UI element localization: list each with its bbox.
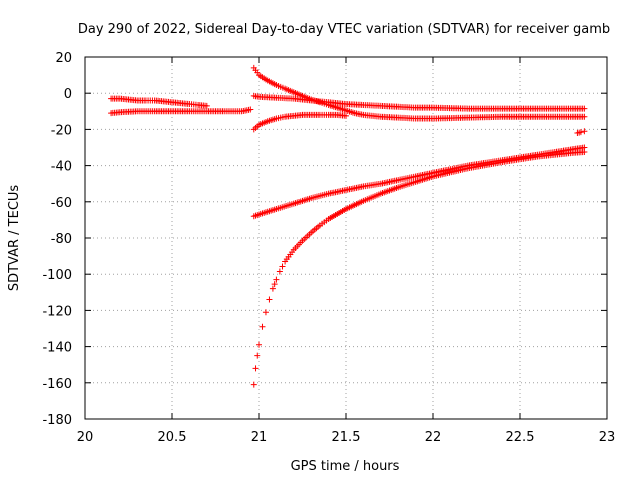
data-point <box>262 309 269 316</box>
x-tick-label: 20 <box>77 430 94 445</box>
x-tick-label: 22.5 <box>506 430 535 445</box>
x-tick-label: 20.5 <box>158 430 187 445</box>
y-tick-label: -160 <box>42 377 72 392</box>
data-point <box>279 263 286 270</box>
series-early-lower <box>108 106 254 117</box>
y-tick-label: -120 <box>42 304 72 319</box>
data-point <box>252 365 259 372</box>
series-steep-recovery <box>250 149 588 388</box>
data-point <box>581 149 588 156</box>
y-axis-label: SDTVAR / TECUs <box>7 185 22 292</box>
series-rising-from-minus-20 <box>250 111 349 133</box>
y-tick-label: -100 <box>42 268 72 283</box>
y-tick-label: -140 <box>42 341 72 356</box>
y-tick-label: -20 <box>51 123 72 138</box>
data-point <box>250 381 257 388</box>
data-point <box>269 285 276 292</box>
data-point <box>343 112 349 119</box>
data-point <box>271 281 278 288</box>
y-tick-label: 0 <box>64 87 72 102</box>
x-tick-label: 23 <box>599 430 616 445</box>
data-point <box>259 323 266 330</box>
series-descending-from-top <box>250 64 588 122</box>
data-point <box>581 113 588 120</box>
data-point <box>276 268 283 275</box>
x-tick-label: 22 <box>425 430 442 445</box>
series-flat-near-zero <box>250 92 588 112</box>
data-point <box>256 341 262 348</box>
series-end-cluster <box>574 128 588 137</box>
data-point <box>247 106 254 113</box>
data-point <box>577 129 584 136</box>
y-tick-label: -80 <box>51 232 72 247</box>
data-marks <box>108 64 588 388</box>
data-point <box>581 105 588 112</box>
axis-ticks: 20 20.5 21 21.5 22 22.5 23 20 0 -20 -40 -60 -80 -100 -… <box>42 51 615 445</box>
data-point <box>266 296 273 303</box>
data-point <box>273 276 280 283</box>
x-tick-label: 21 <box>251 430 268 445</box>
x-axis-label: GPS time / hours <box>291 459 400 474</box>
chart-title: Day 290 of 2022, Sidereal Day-to-day VTE… <box>78 22 610 37</box>
data-point <box>254 352 261 359</box>
y-tick-label: -60 <box>51 196 72 211</box>
y-tick-label: -180 <box>42 413 72 428</box>
y-tick-label: 20 <box>55 51 72 66</box>
data-point <box>203 102 210 109</box>
x-tick-label: 21.5 <box>332 430 361 445</box>
series-early-upper <box>108 95 210 109</box>
data-point <box>581 128 588 135</box>
y-tick-label: -40 <box>51 160 72 175</box>
